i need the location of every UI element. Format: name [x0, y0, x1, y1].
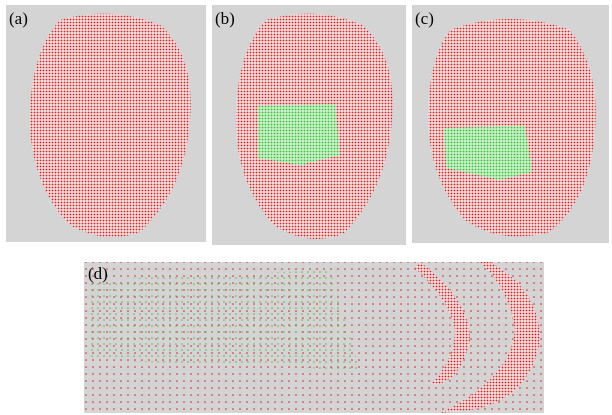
panel-a: (a) [6, 5, 206, 242]
panel-label: (c) [415, 9, 434, 28]
panel-c: (c) [412, 5, 609, 243]
panel-label: (d) [88, 264, 108, 283]
panel-b: (b) [212, 5, 406, 245]
selected-region [258, 104, 340, 165]
selected-region [90, 270, 360, 370]
panel-d: (d) [84, 262, 544, 413]
figure: (a) (b) (c) (d) [0, 0, 612, 415]
panel-label: (b) [215, 9, 235, 28]
panel-label: (a) [9, 9, 28, 28]
